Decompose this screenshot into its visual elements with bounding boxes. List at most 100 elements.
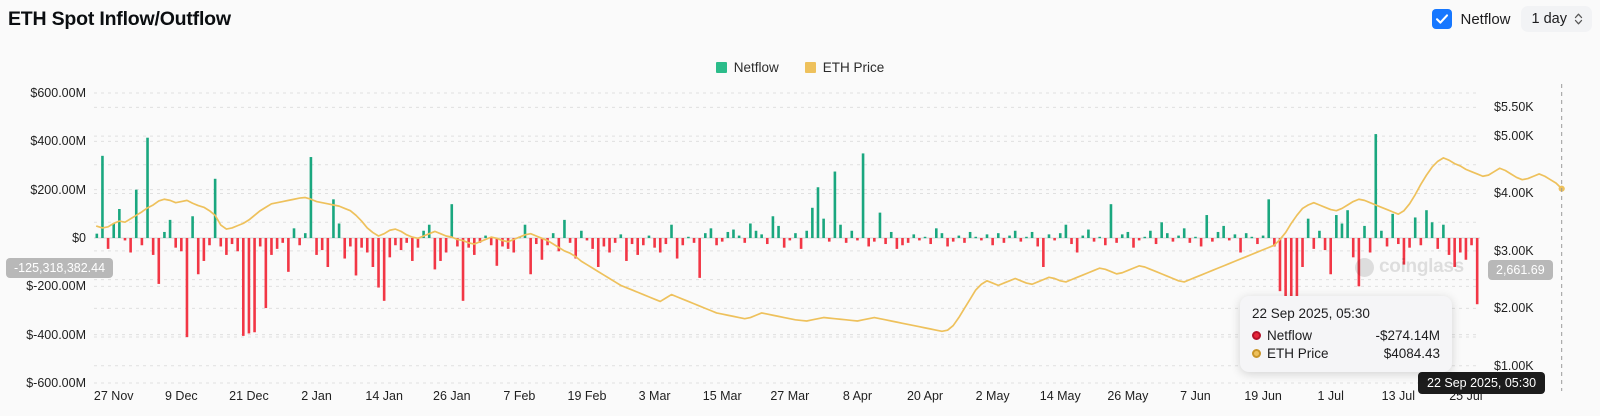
netflow-bar xyxy=(687,236,690,239)
netflow-bar xyxy=(129,238,132,253)
netflow-bar xyxy=(264,238,268,309)
stepper-updown-icon[interactable] xyxy=(1574,12,1583,26)
netflow-bar xyxy=(242,238,245,336)
netflow-bar xyxy=(878,212,882,238)
netflow-bar xyxy=(1368,238,1372,253)
netflow-bar xyxy=(1289,238,1293,347)
netflow-bar xyxy=(715,238,718,246)
netflow-bar xyxy=(782,238,786,248)
netflow-bar xyxy=(935,228,938,238)
netflow-bar xyxy=(991,238,994,246)
netflow-bar xyxy=(918,238,921,241)
netflow-bar xyxy=(1312,238,1316,249)
netflow-bar xyxy=(585,238,589,241)
tooltip-row: ETH Price $4084.43 xyxy=(1252,346,1440,361)
netflow-bar xyxy=(1115,238,1118,243)
netflow-bar xyxy=(568,238,572,243)
tooltip-series-value: $4084.43 xyxy=(1383,346,1440,361)
netflow-bar xyxy=(1109,204,1113,238)
netflow-bar xyxy=(1070,238,1073,245)
netflow-bar xyxy=(292,228,296,238)
netflow-bar xyxy=(1408,238,1411,248)
netflow-bar xyxy=(957,235,961,238)
netflow-bar xyxy=(557,238,561,252)
netflow-bar xyxy=(439,238,442,261)
netflow-bar xyxy=(1132,238,1135,248)
netflow-bar xyxy=(867,238,870,247)
legend-label: Netflow xyxy=(733,60,779,75)
legend-item[interactable]: Netflow xyxy=(715,60,779,75)
netflow-bar xyxy=(1284,238,1287,338)
netflow-bar xyxy=(1182,228,1186,238)
netflow-bar xyxy=(625,238,628,261)
netflow-bar xyxy=(681,238,685,246)
netflow-bar xyxy=(737,235,741,238)
tooltip-row: Netflow -$274.14M xyxy=(1252,328,1440,343)
netflow-bar xyxy=(1002,238,1006,243)
netflow-bar xyxy=(298,238,301,246)
netflow-bar xyxy=(523,224,527,238)
netflow-bar xyxy=(146,137,149,238)
netflow-bar xyxy=(118,209,121,238)
netflow-toggle[interactable]: Netflow xyxy=(1432,9,1511,29)
netflow-bar xyxy=(1081,235,1085,238)
netflow-bar xyxy=(816,187,820,238)
interval-select[interactable]: 1 day xyxy=(1520,6,1592,32)
netflow-bar xyxy=(889,231,893,238)
netflow-bar xyxy=(275,238,279,249)
netflow-bar xyxy=(1154,238,1158,245)
netflow-bar xyxy=(636,238,639,255)
netflow-toggle-label: Netflow xyxy=(1460,10,1511,28)
netflow-bar xyxy=(1166,233,1169,238)
netflow-bar xyxy=(1301,238,1304,267)
chart-plot-wrapper: $600.00M $400.00M $200.00M $0 $-200.00M $-400… xyxy=(0,84,1600,416)
x-tick: 3 Mar xyxy=(638,389,671,403)
netflow-bar xyxy=(664,238,668,245)
netflow-bar xyxy=(202,238,206,261)
netflow-bar xyxy=(427,224,431,238)
x-tick: 15 Mar xyxy=(702,389,742,403)
netflow-bar xyxy=(315,238,318,255)
netflow-bar xyxy=(591,238,594,249)
series-layer xyxy=(95,84,1565,391)
y-axis-right: $5.50K $5.00K $4.00K $3.00K $2.00K $1.00K xyxy=(1486,93,1578,383)
x-tick: 26 Jan xyxy=(433,389,471,403)
netflow-bar xyxy=(551,233,555,238)
legend-item[interactable]: ETH Price xyxy=(804,60,884,75)
netflow-bar xyxy=(811,207,814,238)
netflow-bar xyxy=(253,238,256,333)
netflow-bar xyxy=(771,216,775,238)
netflow-bar xyxy=(996,233,1000,238)
netflow-bar xyxy=(1098,236,1101,239)
netflow-bar xyxy=(912,234,916,238)
netflow-bar xyxy=(1042,238,1045,267)
netflow-bar xyxy=(180,238,183,252)
netflow-bar xyxy=(196,238,200,275)
netflow-bar xyxy=(506,238,510,249)
netflow-bar xyxy=(354,238,358,276)
netflow-bar xyxy=(754,230,758,238)
netflow-bar xyxy=(1425,210,1428,238)
netflow-bar xyxy=(1087,229,1090,238)
netflow-bar xyxy=(123,238,127,241)
tooltip-series-value: -$274.14M xyxy=(1375,328,1440,343)
netflow-bar xyxy=(1380,230,1383,238)
plot-area[interactable] xyxy=(94,84,1565,391)
y-left-tick: $200.00M xyxy=(30,182,86,197)
x-tick: 26 May xyxy=(1107,389,1149,403)
y-left-tick: $400.00M xyxy=(30,134,86,149)
netflow-bar xyxy=(281,238,285,243)
netflow-bar xyxy=(501,238,504,247)
netflow-bar xyxy=(219,238,223,247)
netflow-bar xyxy=(134,189,138,238)
netflow-bar xyxy=(546,238,549,246)
netflow-bar xyxy=(416,238,420,248)
netflow-bar xyxy=(95,233,99,238)
netflow-bar xyxy=(1447,238,1451,255)
netflow-bar xyxy=(303,233,307,238)
netflow-bar xyxy=(1171,238,1175,242)
checkbox-checked-icon[interactable] xyxy=(1432,9,1453,29)
netflow-bar xyxy=(574,238,578,259)
netflow-bar xyxy=(580,230,583,238)
netflow-bar xyxy=(827,238,831,242)
